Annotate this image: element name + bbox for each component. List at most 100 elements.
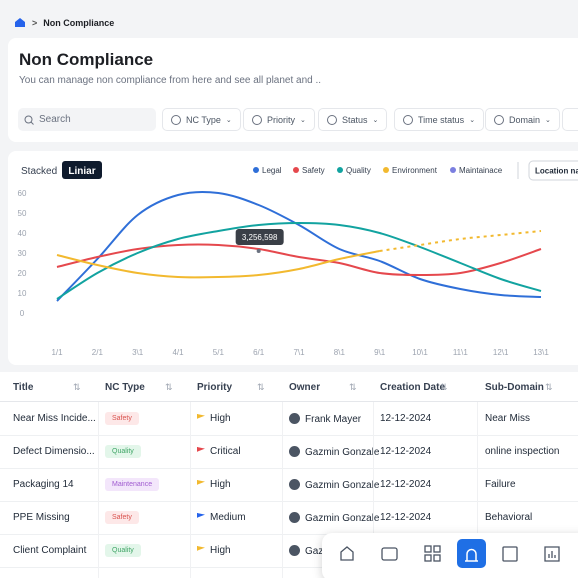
avatar (289, 512, 300, 523)
table-cell: Medium (197, 512, 246, 523)
x-tick-label: 9\1 (374, 348, 386, 357)
column-rule (373, 402, 374, 578)
nav-grid[interactable] (424, 545, 441, 562)
avatar (289, 545, 300, 556)
table-cell: Critical (197, 446, 241, 457)
nav-icons (340, 539, 560, 568)
table-cell: 12-12-2024 (380, 512, 431, 523)
chevron: ⌄ (225, 116, 232, 124)
cell-text: PPE Missing (13, 512, 70, 523)
cell-text: Behavioral (485, 512, 533, 523)
sort-icon: ⇅ (257, 382, 265, 392)
row-rule (0, 435, 578, 436)
tooltip-label: 3,256,598 (242, 233, 278, 242)
table-cell: High (197, 413, 231, 424)
cell-text: Failure (485, 479, 516, 490)
filter-icon (403, 114, 413, 125)
filter-button[interactable]: Time status ⌄ (394, 108, 485, 131)
table-cell: High (197, 545, 231, 556)
column-rule (190, 402, 191, 578)
filter-button[interactable]: Status ⌄ (318, 108, 388, 131)
x-tick-label: 5/1 (213, 348, 225, 357)
cell-text: 12-12-2024 (380, 512, 432, 523)
type-badge: Safety (105, 511, 139, 524)
type-badge: Maintenance (105, 478, 160, 491)
x-tick-label: 13\1 (533, 348, 549, 357)
sort-icon: ⇅ (349, 382, 357, 392)
filter-label: Domain (509, 114, 541, 125)
chevron: ⌄ (300, 116, 306, 124)
table-cell: Failure (485, 479, 516, 490)
series-line (379, 230, 542, 252)
avatar (289, 413, 300, 424)
priority-flag (197, 414, 205, 422)
filter-button[interactable]: Domain ⌄ (485, 108, 560, 131)
table-cell: High (197, 479, 231, 490)
table-cell: Behavioral (485, 512, 532, 523)
home-icon[interactable] (14, 17, 26, 28)
page-title: Non Compliance (19, 50, 154, 69)
legend-label: Legal (262, 166, 282, 175)
nav-active[interactable] (457, 539, 486, 568)
y-tick-label: 0 (20, 309, 25, 318)
legend-swatch (383, 167, 389, 173)
nav-list[interactable] (502, 546, 518, 562)
filter-icon (252, 114, 262, 125)
table-cell: 12-12-2024 (380, 446, 431, 457)
search-input[interactable]: Search (18, 108, 156, 131)
series-line (56, 250, 380, 279)
breadcrumb: > Non Compliance (14, 17, 114, 28)
priority-flag (197, 513, 205, 521)
header-rule (0, 401, 578, 402)
nav-report[interactable] (544, 546, 560, 562)
tooltip-box (235, 229, 284, 245)
column-rule (98, 402, 99, 578)
nav-briefcase[interactable] (381, 547, 398, 561)
mode-active (62, 161, 102, 179)
x-tick-label: 7\1 (293, 348, 305, 357)
location-button[interactable] (528, 160, 578, 181)
type-badge: Quality (105, 544, 141, 557)
filter-icon (327, 114, 337, 125)
y-tick-label: 50 (18, 209, 27, 218)
priority-label: High (210, 479, 231, 490)
cell-text: online inspection (485, 446, 560, 457)
row-rule (0, 567, 578, 568)
series-line (56, 221, 542, 300)
cell-text: Defect Dimensio... (13, 446, 95, 457)
sort-icon: ⇅ (440, 382, 448, 392)
filter-button[interactable]: Priority ⌄ (243, 108, 315, 131)
legend-label: Environment (392, 166, 438, 175)
owner-name: Gazmin Gonzale (305, 513, 380, 524)
column-header: Owner (289, 382, 321, 393)
table-cell: Gazmin Gonzale (289, 446, 379, 458)
tooltip-dot (256, 249, 261, 253)
priority-label: High (210, 545, 231, 556)
nav-alarm-icon (465, 548, 478, 562)
cell-text: Near Miss Incide... (13, 413, 96, 424)
x-tick-label: 2/1 (92, 348, 104, 357)
legend-swatch (293, 167, 299, 173)
cell-text: Client Complaint (13, 545, 87, 556)
table-cell: PPE Missing (13, 512, 70, 523)
column-header: NC Type (105, 382, 145, 393)
cell-text: Packaging 14 (13, 479, 74, 490)
column-header: Title (13, 382, 34, 393)
filter-button[interactable]: NC Type ⌄ (162, 108, 241, 131)
legend-label: Maintainace (459, 166, 503, 175)
column-header: Priority (197, 382, 233, 393)
search-icon (24, 115, 34, 125)
filter-button (562, 108, 578, 131)
nav-home[interactable] (340, 546, 354, 561)
table-cell: Quality (105, 544, 141, 557)
table-cell: 12-12-2024 (380, 413, 431, 424)
series-line (56, 243, 542, 276)
filter-icon (171, 114, 181, 125)
x-tick-label: 1/1 (51, 348, 63, 357)
owner-name: Gazmin Gonzale (305, 447, 380, 458)
avatar (289, 479, 300, 490)
sort-icon: ⇅ (73, 382, 81, 392)
column-header: Creation Date (380, 382, 446, 393)
row-rule (0, 501, 578, 502)
row-rule (0, 534, 578, 535)
